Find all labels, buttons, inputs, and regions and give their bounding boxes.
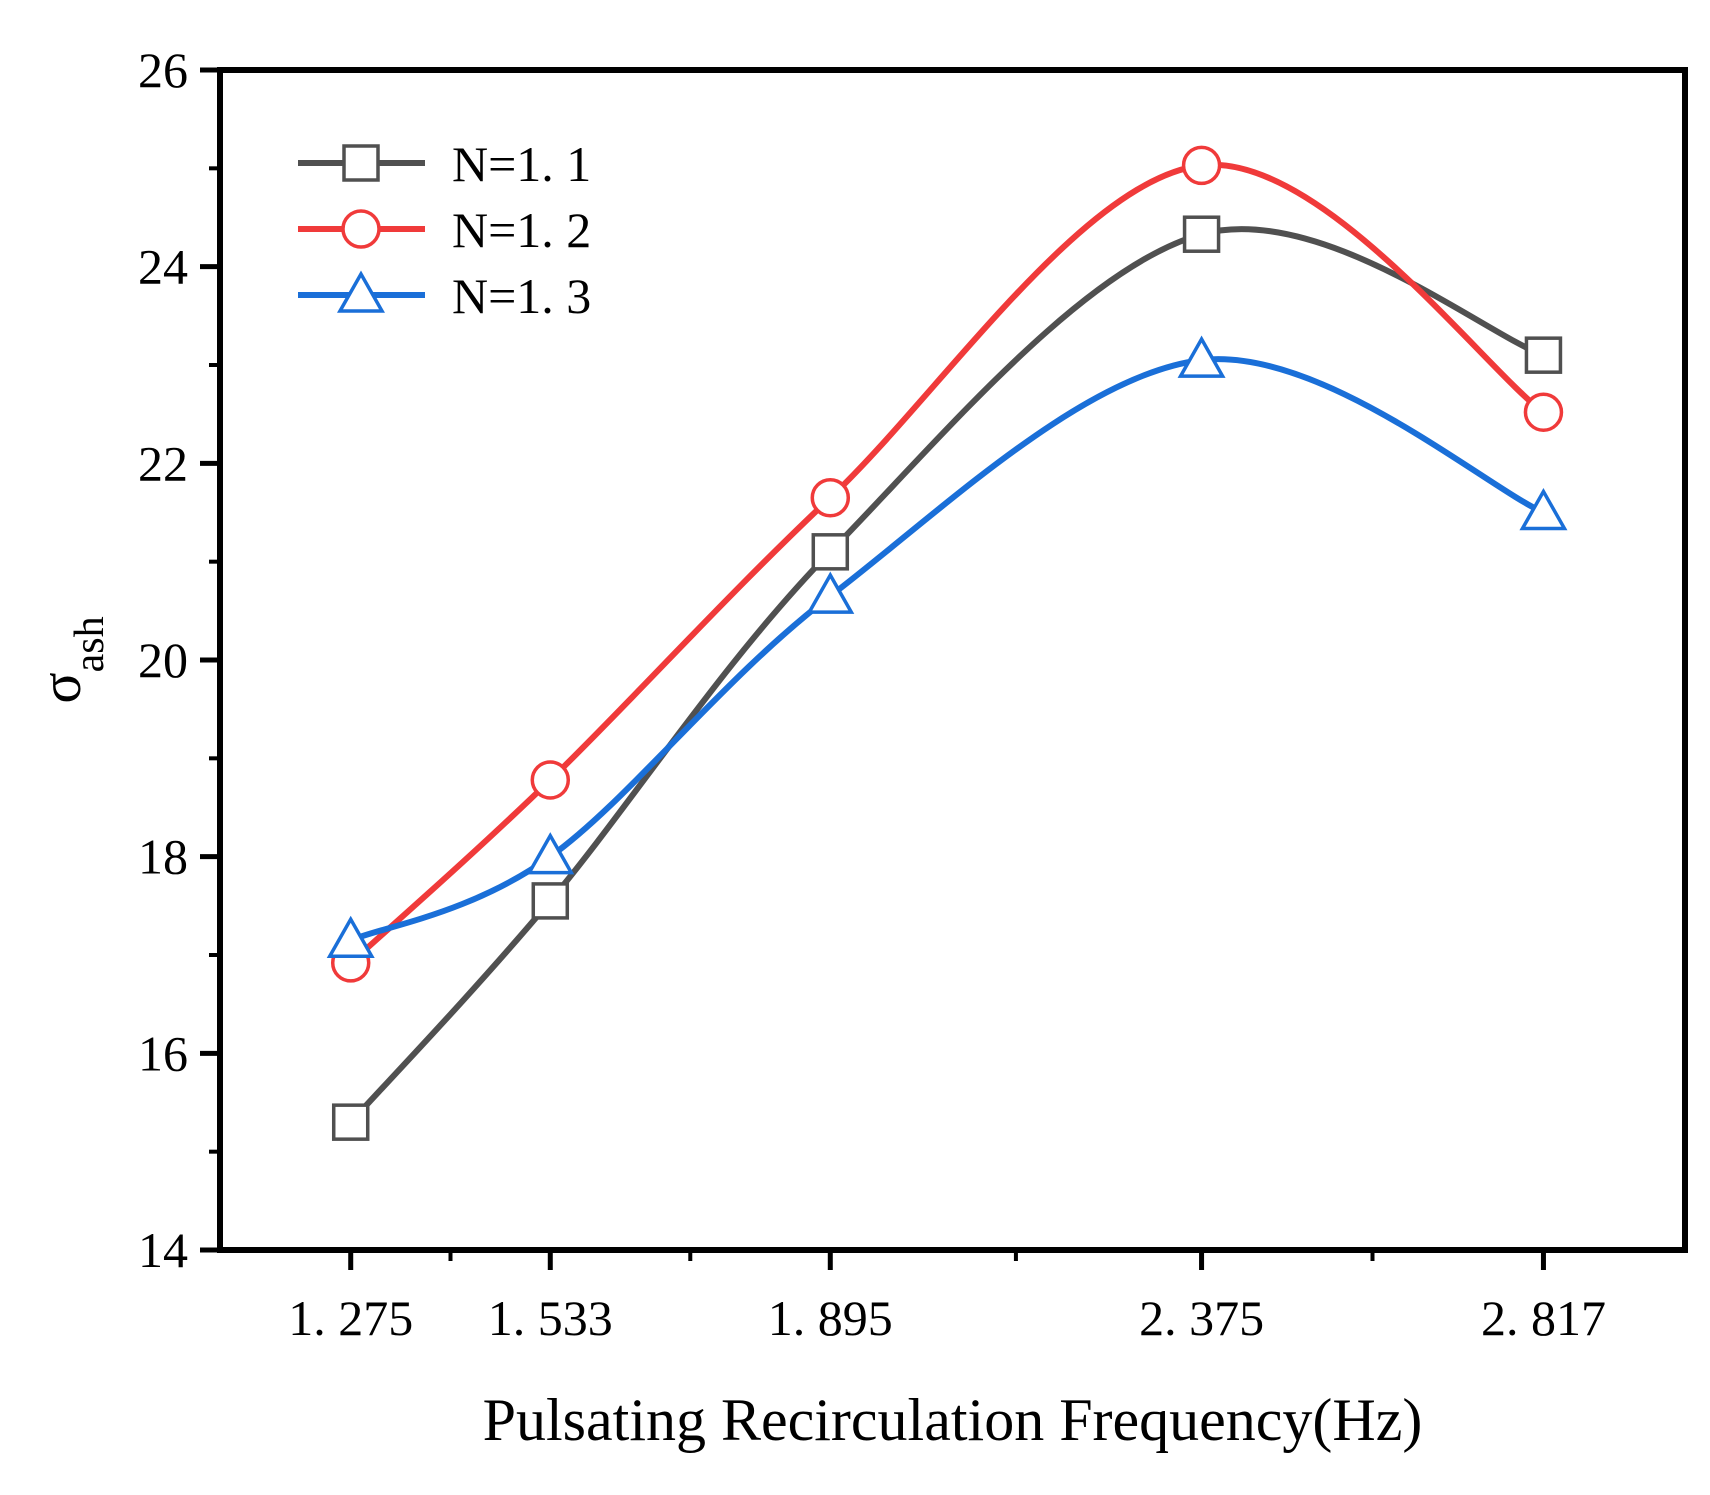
data-point [811,533,850,571]
data-point [1524,336,1563,374]
data-point [326,915,375,958]
x-tick-label: 2. 375 [1139,1290,1264,1346]
legend-label: N=1. 1 [452,136,591,192]
svg-text:σash: σash [28,616,113,703]
series-line-2 [348,161,1546,966]
data-point [531,882,570,920]
x-tick-label: 1. 533 [488,1290,613,1346]
data-point [806,571,855,614]
legend: N=1. 1 N=1. 2 N=1. 3 [298,136,591,324]
data-point [331,1103,370,1141]
series-line-3 [349,356,1545,944]
legend-label: N=1. 3 [452,268,591,324]
data-point [1182,215,1221,253]
y-axis-subscript: ash [67,616,113,672]
legend-marker [336,270,386,313]
x-axis-title: Pulsating Recirculation Frequency(Hz) [483,1387,1423,1453]
legend-marker [341,209,381,249]
data-point [1181,145,1222,186]
plot-frame [217,67,1688,1253]
y-tick-label: 18 [138,829,188,885]
y-axis-symbol: σ [28,672,93,703]
marker-layer [326,145,1568,1141]
data-point [530,760,571,800]
axis-layer: 14 16 18 20 22 24 26 1. 275 1. 533 1. 895 2. 375 2.… [138,42,1606,1346]
x-tick-label: 1. 275 [288,1290,413,1346]
y-tick-label: 16 [138,1025,188,1081]
data-point [1177,335,1226,378]
data-point [810,478,851,518]
data-point [1519,487,1568,531]
series-line-1 [348,226,1545,1125]
y-axis-title: σash [28,616,113,703]
data-point [1523,392,1564,432]
x-tick-label: 2. 817 [1481,1290,1606,1346]
legend-label: N=1. 2 [452,202,591,258]
y-tick-label: 24 [138,239,188,295]
x-tick-label: 1. 895 [768,1290,893,1346]
y-tick-label: 22 [138,435,188,491]
y-tick-label: 14 [138,1222,188,1278]
y-tick-label: 26 [138,42,188,98]
y-tick-label: 20 [138,632,188,688]
legend-marker [342,144,380,182]
data-point [526,832,575,875]
